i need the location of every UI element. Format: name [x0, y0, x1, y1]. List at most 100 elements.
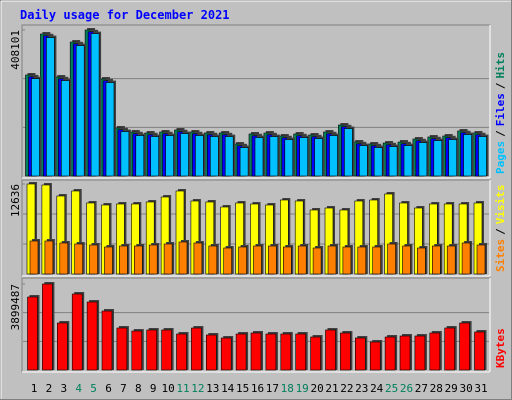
bar [388, 146, 398, 177]
bar [372, 246, 382, 275]
bar [89, 244, 98, 275]
bar [342, 246, 352, 275]
x-tick-label: 8 [135, 382, 142, 395]
legend-entry: Sites [494, 239, 507, 272]
bar [90, 33, 100, 177]
bar [42, 283, 53, 371]
bar [354, 337, 366, 371]
legend-entry: Visits [494, 185, 507, 225]
bar [403, 145, 413, 177]
bar [220, 337, 232, 371]
bar [31, 78, 40, 177]
legend: KBytes [494, 328, 507, 368]
bar [150, 136, 159, 177]
bar [56, 322, 68, 371]
legend-separator: / [494, 228, 507, 235]
x-tick-label: 25 [385, 382, 398, 395]
bar [478, 136, 487, 177]
x-tick-label: 27 [415, 382, 428, 395]
bar [60, 80, 70, 177]
bar [71, 293, 83, 371]
bar [433, 140, 443, 177]
bar [373, 147, 383, 177]
legend: Sites / Visits [494, 185, 507, 273]
bar [178, 241, 188, 275]
bar [180, 133, 189, 177]
x-tick-label: 10 [161, 382, 174, 395]
bar [463, 134, 472, 177]
y-tick-label: 3899487 [9, 284, 22, 330]
x-tick-label: 11 [176, 382, 189, 395]
bar [474, 331, 485, 371]
bar [208, 245, 218, 275]
legend-entry: Pages [494, 141, 507, 174]
bar [417, 247, 426, 275]
bar [206, 334, 217, 371]
bar [444, 327, 456, 371]
bar [418, 142, 428, 177]
bar [461, 242, 471, 275]
bar [358, 145, 368, 177]
x-tick-label: 24 [370, 382, 384, 395]
x-tick-label: 22 [340, 382, 353, 395]
bar [163, 243, 173, 275]
x-tick-label: 18 [281, 382, 294, 395]
bar [105, 82, 115, 177]
legend-entry: Files [494, 93, 507, 126]
x-tick-label: 3 [60, 382, 67, 395]
x-tick-label: 28 [430, 382, 443, 395]
bar [344, 128, 353, 177]
bar [369, 341, 381, 371]
bar [134, 245, 143, 275]
x-tick-label: 4 [75, 382, 82, 395]
x-tick-label: 16 [251, 382, 264, 395]
x-tick-label: 20 [310, 382, 323, 395]
bar [165, 135, 174, 177]
bar [414, 335, 426, 371]
legend: Pages / Files / Hits [494, 52, 507, 174]
legend-entry: KBytes [494, 328, 507, 368]
bar [269, 136, 279, 177]
x-tick-label: 23 [355, 382, 368, 395]
bar [75, 45, 85, 177]
bar [310, 336, 321, 371]
bar [146, 329, 157, 371]
legend-entry: Hits [494, 52, 507, 79]
bar [101, 310, 113, 371]
bar [297, 245, 307, 275]
bar [59, 242, 69, 275]
bar [74, 243, 83, 275]
bar [448, 139, 458, 177]
bar [329, 135, 338, 177]
x-tick-label: 12 [191, 382, 204, 395]
chart-title: Daily usage for December 2021 [20, 8, 230, 22]
legend-separator: / [494, 130, 507, 137]
bar [224, 136, 234, 177]
x-tick-label: 2 [46, 382, 53, 395]
bar [254, 137, 264, 177]
x-tick-label: 29 [445, 382, 458, 395]
x-tick-label: 21 [325, 382, 338, 395]
bar [357, 246, 367, 275]
bar [223, 247, 232, 275]
bar [120, 131, 130, 177]
bar [402, 245, 411, 275]
x-tick-label: 1 [31, 382, 38, 395]
x-tick-label: 19 [296, 382, 309, 395]
bar [44, 240, 54, 275]
x-tick-label: 14 [221, 382, 235, 395]
bar [119, 245, 128, 275]
y-tick-label: 12636 [9, 184, 22, 217]
bar [282, 246, 292, 275]
bar [238, 246, 247, 275]
x-tick-label: 17 [266, 382, 279, 395]
bar [253, 245, 262, 275]
bar [193, 242, 203, 275]
bar [195, 135, 204, 177]
bar [340, 332, 351, 371]
legend-separator: / [494, 82, 507, 89]
bar [86, 301, 98, 371]
x-tick-label: 30 [459, 382, 472, 395]
bar [399, 335, 411, 371]
